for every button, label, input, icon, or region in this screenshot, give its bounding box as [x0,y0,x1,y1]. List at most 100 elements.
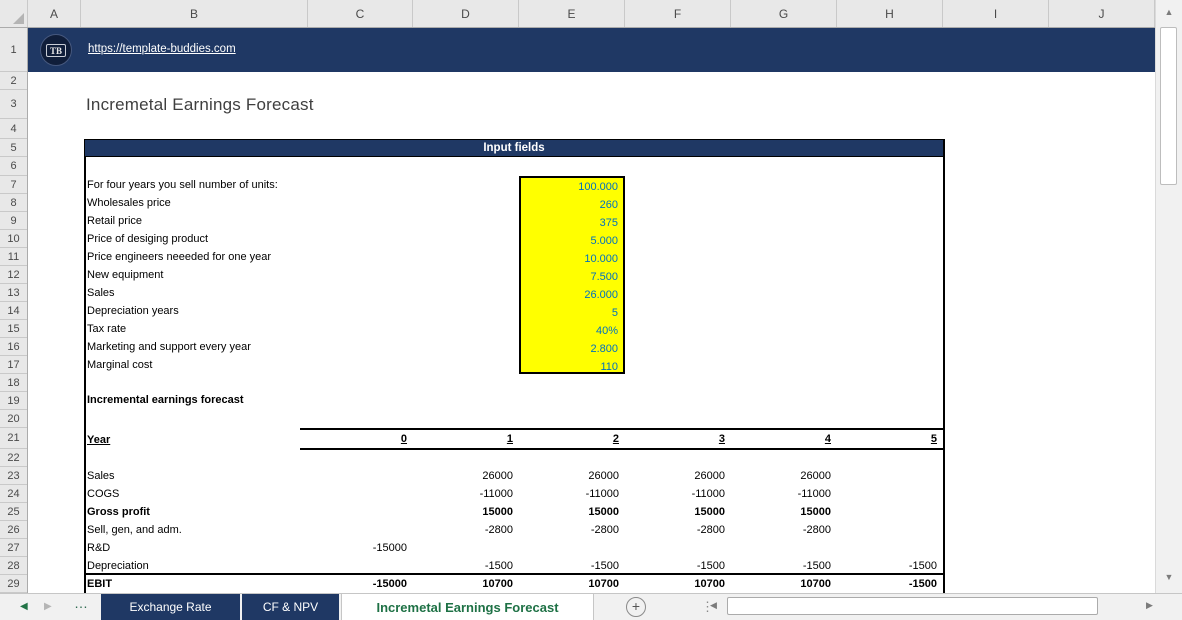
forecast-cell-cogs-y1[interactable]: -11000 [479,488,513,500]
forecast-cell-gross-profit-y0[interactable] [307,503,407,521]
forecast-cell-sell-gen-and-adm-y5[interactable] [837,521,937,539]
forecast-label-sell-gen-and-adm[interactable]: Sell, gen, and adm. [87,524,182,536]
input-value-tax-rate[interactable]: 40% [595,325,618,337]
forecast-cell-ebit-y4[interactable]: 10700 [800,578,831,590]
website-link[interactable]: https://template-buddies.com [88,43,236,55]
column-header-J[interactable]: J [1049,0,1155,27]
forecast-cell-r-d-y3[interactable] [625,539,725,557]
input-label-wholesales-price[interactable]: Wholesales price [87,197,171,209]
column-header-I[interactable]: I [943,0,1049,27]
row-header-7[interactable]: 7 [0,176,27,194]
input-label-depreciation-years[interactable]: Depreciation years [87,305,179,317]
column-header-C[interactable]: C [308,0,413,27]
year-cell-3[interactable]: 3 [718,433,725,445]
forecast-cell-gross-profit-y2[interactable]: 15000 [588,506,619,518]
forecast-cell-depreciation-y0[interactable] [307,557,407,575]
forecast-cell-cogs-y2[interactable]: -11000 [585,488,619,500]
scroll-left-icon[interactable]: ◀ [710,600,717,610]
forecast-cell-sell-gen-and-adm-y4[interactable]: -2800 [802,524,831,536]
column-header-G[interactable]: G [731,0,837,27]
forecast-cell-sell-gen-and-adm-y2[interactable]: -2800 [590,524,619,536]
row-header-23[interactable]: 23 [0,467,27,485]
row-header-26[interactable]: 26 [0,521,27,539]
input-label-new-equipment[interactable]: New equipment [87,269,164,281]
forecast-cell-sell-gen-and-adm-y0[interactable] [307,521,407,539]
forecast-cell-sales-y2[interactable]: 26000 [588,470,619,482]
vertical-scrollbar[interactable]: ▲ ▼ [1155,0,1182,593]
input-label-retail-price[interactable]: Retail price [87,215,143,227]
input-value-sales[interactable]: 26.000 [584,289,618,301]
row-header-4[interactable]: 4 [0,119,27,139]
year-cell-5[interactable]: 5 [930,433,937,445]
row-header-14[interactable]: 14 [0,302,27,320]
forecast-cell-gross-profit-y3[interactable]: 15000 [694,506,725,518]
column-header-A[interactable]: A [28,0,81,27]
row-header-15[interactable]: 15 [0,320,27,338]
forecast-label-cogs[interactable]: COGS [87,488,120,500]
forecast-cell-sales-y5[interactable] [837,467,937,485]
column-header-B[interactable]: B [81,0,308,27]
row-header-22[interactable]: 22 [0,449,27,467]
forecast-cell-ebit-y1[interactable]: 10700 [482,578,513,590]
year-row-label[interactable]: Year [87,434,111,446]
forecast-cell-gross-profit-y5[interactable] [837,503,937,521]
forecast-label-gross-profit[interactable]: Gross profit [87,506,150,518]
row-header-27[interactable]: 27 [0,539,27,557]
forecast-cell-cogs-y5[interactable] [837,485,937,503]
horizontal-scrollbar-thumb[interactable] [727,597,1098,615]
scroll-up-icon[interactable]: ▲ [1164,7,1174,17]
forecast-cell-r-d-y1[interactable] [413,539,513,557]
row-header-5[interactable]: 5 [0,139,27,157]
row-header-24[interactable]: 24 [0,485,27,503]
forecast-cell-sales-y4[interactable]: 26000 [800,470,831,482]
input-value-depreciation-years[interactable]: 5 [611,307,618,319]
forecast-label-r-d[interactable]: R&D [87,542,111,554]
row-header-13[interactable]: 13 [0,284,27,302]
year-cell-4[interactable]: 4 [824,433,831,445]
sheet-tab-cf-npv[interactable]: CF & NPV [242,594,339,620]
input-value-for-four-years-you-sell-number-of-units[interactable]: 100.000 [578,181,618,193]
forecast-cell-depreciation-y4[interactable]: -1500 [802,560,831,572]
tab-nav-next-icon[interactable]: ▶ [44,601,52,612]
input-value-wholesales-price[interactable]: 260 [599,199,618,211]
row-header-18[interactable]: 18 [0,374,27,392]
forecast-label-ebit[interactable]: EBIT [87,578,113,590]
column-header-F[interactable]: F [625,0,731,27]
row-header-29[interactable]: 29 [0,575,27,593]
vertical-scrollbar-thumb[interactable] [1160,27,1177,185]
input-value-marginal-cost[interactable]: 110 [600,361,618,373]
row-header-3[interactable]: 3 [0,90,27,119]
forecast-cell-depreciation-y3[interactable]: -1500 [696,560,725,572]
input-value-new-equipment[interactable]: 7.500 [590,271,618,283]
forecast-cell-cogs-y0[interactable] [307,485,407,503]
row-header-8[interactable]: 8 [0,194,27,212]
input-value-price-engineers-neeeded-for-one-year[interactable]: 10.000 [584,253,618,265]
more-options-icon[interactable]: ⋮ [701,599,714,614]
select-all-corner[interactable] [0,0,28,27]
input-label-marginal-cost[interactable]: Marginal cost [87,359,153,371]
row-header-28[interactable]: 28 [0,557,27,575]
forecast-cell-depreciation-y1[interactable]: -1500 [484,560,513,572]
row-header-20[interactable]: 20 [0,410,27,428]
row-header-2[interactable]: 2 [0,72,27,90]
input-label-price-of-desiging-product[interactable]: Price of desiging product [87,233,209,245]
forecast-label-sales[interactable]: Sales [87,470,115,482]
forecast-cell-cogs-y4[interactable]: -11000 [797,488,831,500]
row-header-16[interactable]: 16 [0,338,27,356]
forecast-cell-cogs-y3[interactable]: -11000 [691,488,725,500]
forecast-cell-gross-profit-y1[interactable]: 15000 [482,506,513,518]
forecast-cell-r-d-y4[interactable] [731,539,831,557]
forecast-cell-sales-y0[interactable] [307,467,407,485]
row-header-12[interactable]: 12 [0,266,27,284]
forecast-cell-sales-y1[interactable]: 26000 [482,470,513,482]
input-value-price-of-desiging-product[interactable]: 5.000 [590,235,618,247]
input-value-retail-price[interactable]: 375 [599,217,618,229]
forecast-cell-ebit-y3[interactable]: 10700 [694,578,725,590]
row-header-21[interactable]: 21 [0,428,27,449]
forecast-cell-r-d-y2[interactable] [519,539,619,557]
forecast-cell-ebit-y0[interactable]: -15000 [372,578,407,590]
year-cell-2[interactable]: 2 [612,433,619,445]
row-header-9[interactable]: 9 [0,212,27,230]
sheet-tab-exchange-rate[interactable]: Exchange Rate [101,594,240,620]
row-header-6[interactable]: 6 [0,157,27,176]
